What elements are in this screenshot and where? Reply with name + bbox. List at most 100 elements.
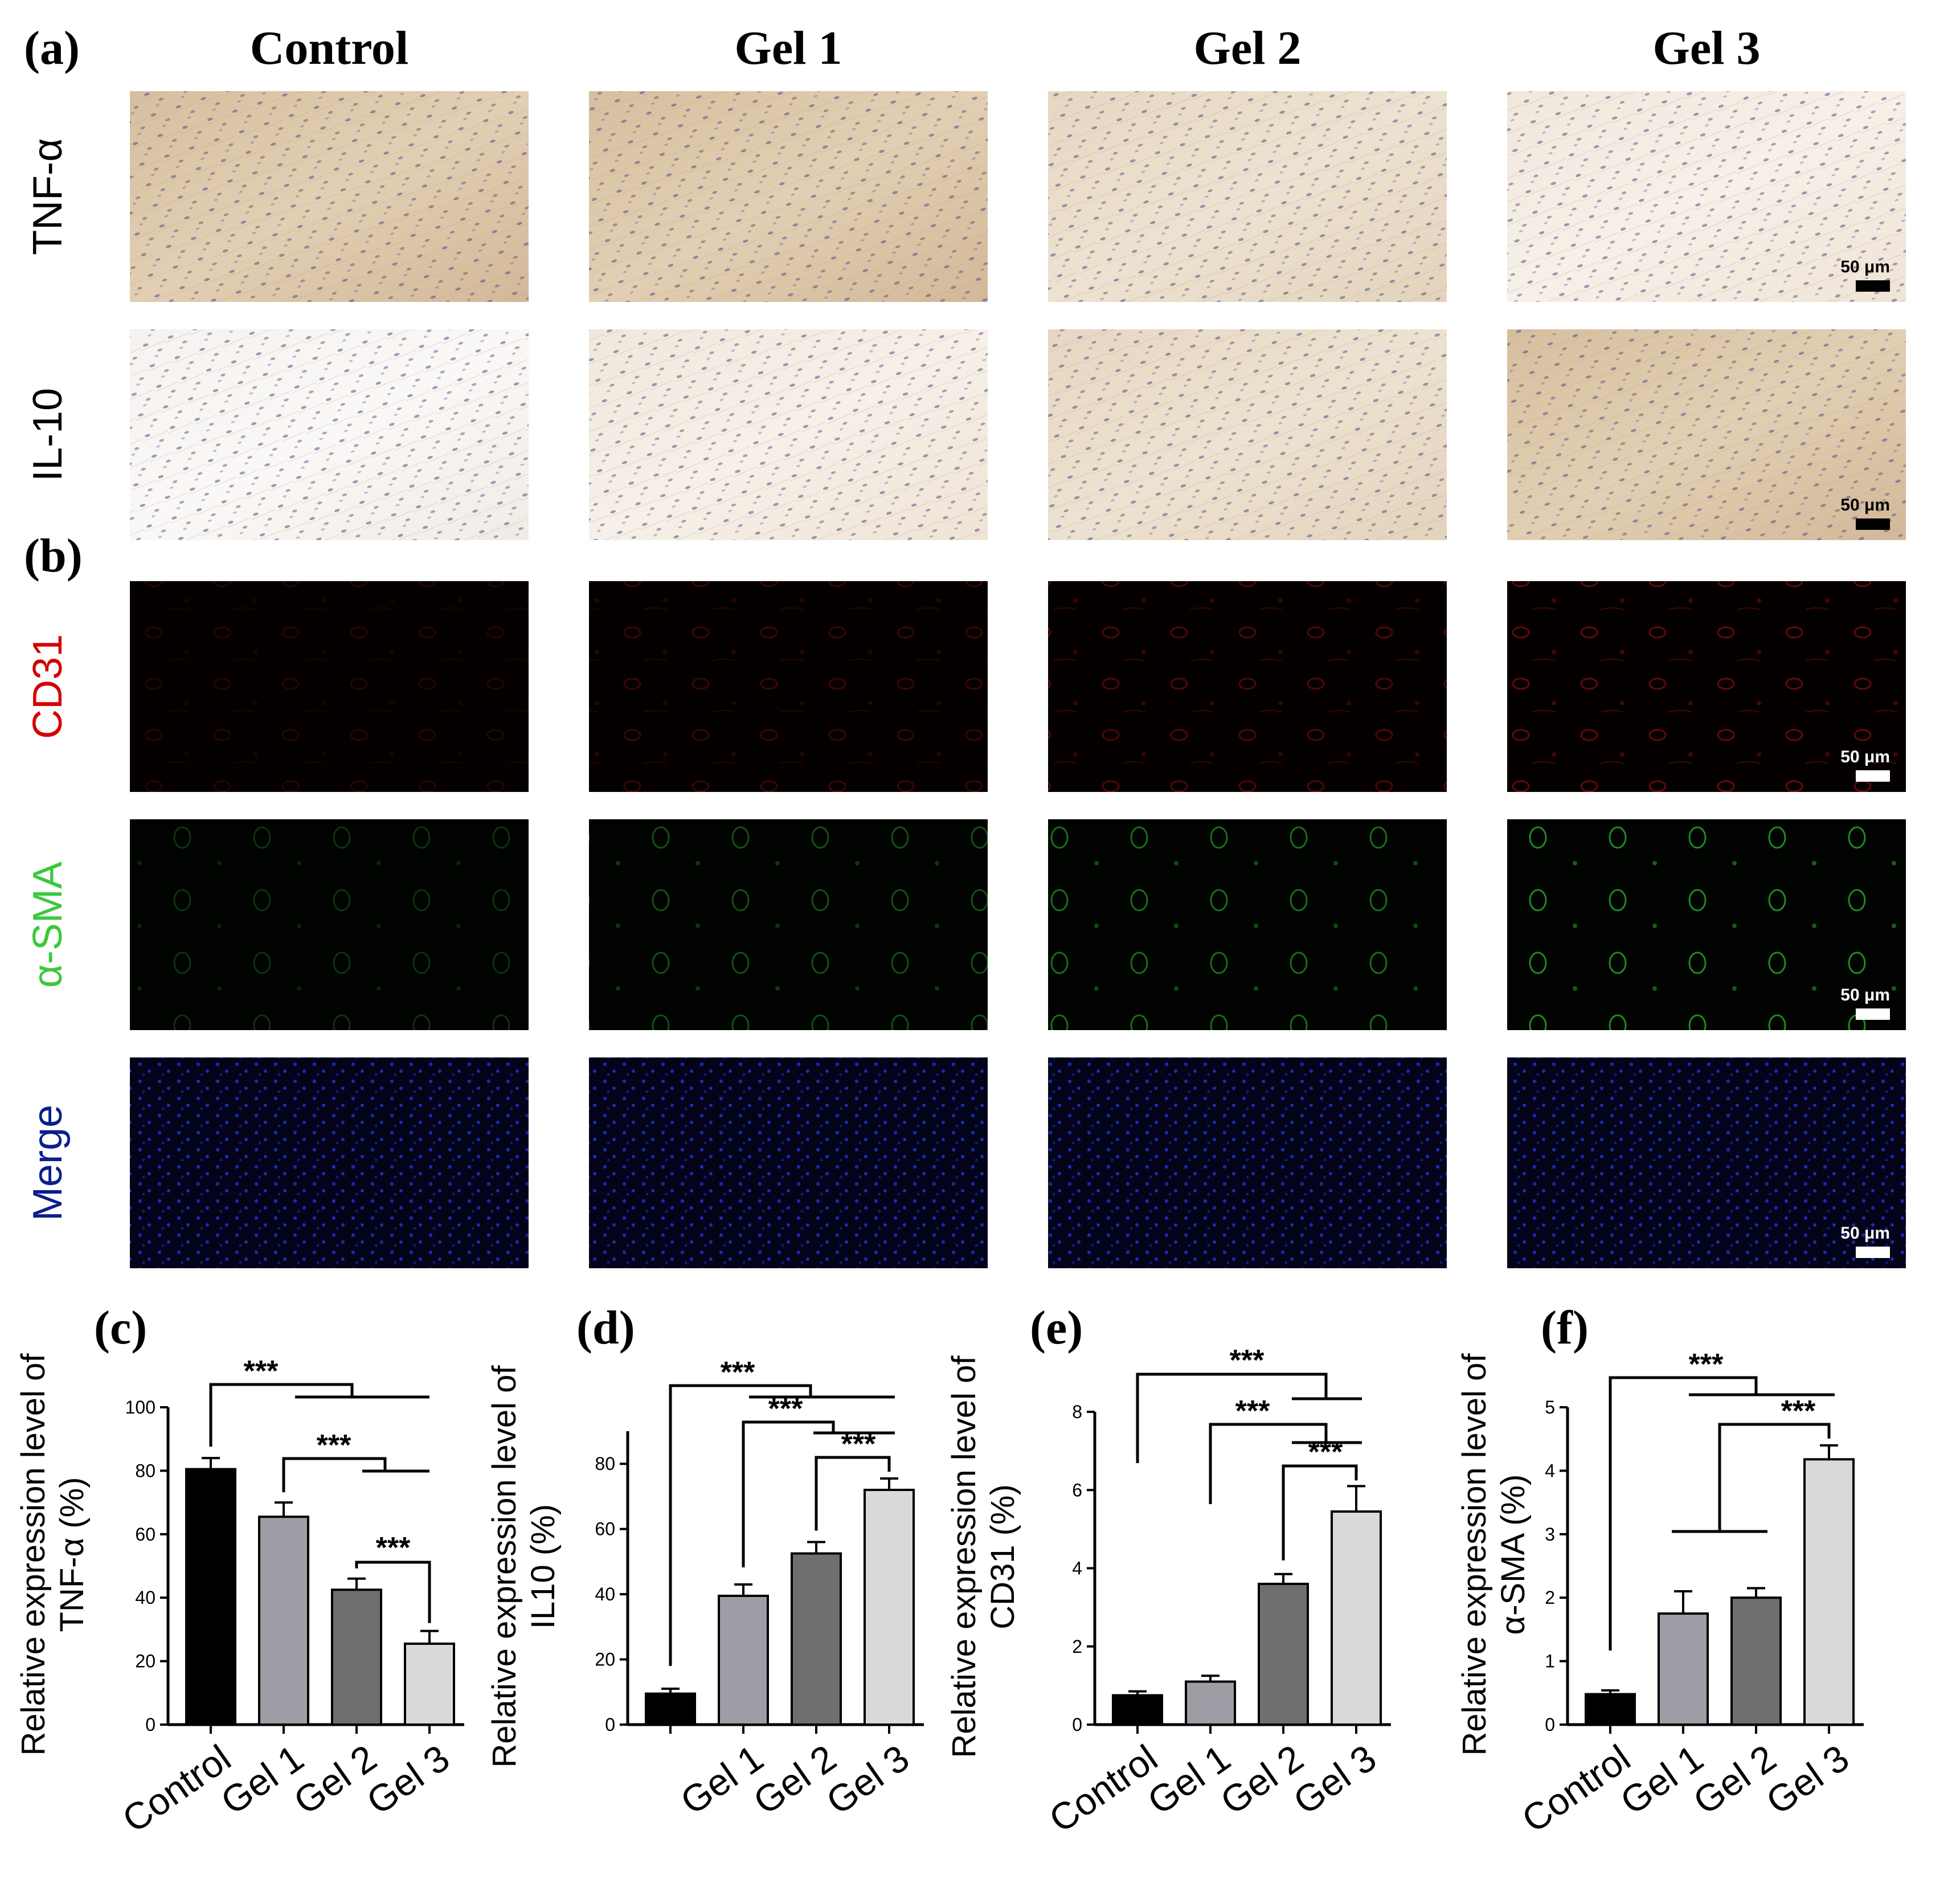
y-tick-label: 20	[595, 1649, 615, 1670]
panel-label-c: (c)	[94, 1301, 147, 1354]
bar	[645, 1692, 696, 1726]
significance-bracket	[282, 1457, 387, 1493]
x-tick-label: Gel 2	[1213, 1737, 1311, 1823]
micrograph-tile	[589, 91, 988, 302]
y-tick-label: 4	[1072, 1558, 1082, 1579]
x-tick-label: Gel 3	[819, 1737, 916, 1823]
scale-bar-label: 50 μm	[1840, 258, 1890, 276]
y-tick-label: 5	[1545, 1397, 1555, 1418]
bar	[258, 1516, 309, 1726]
bar	[331, 1588, 382, 1726]
column-title-1: Control	[250, 22, 408, 75]
y-tick-label: 1	[1545, 1651, 1555, 1672]
y-tick-label: 0	[1545, 1714, 1555, 1735]
micrograph-tile: 50 μm	[1507, 1057, 1906, 1268]
bar	[1803, 1458, 1855, 1726]
row-label-3: CD31	[25, 634, 71, 739]
y-axis-label: Relative expression level ofTNF-α (%)	[15, 1353, 91, 1756]
bar	[1185, 1680, 1236, 1726]
row-label-5: Merge	[25, 1105, 71, 1221]
panel-label-a: (a)	[24, 22, 80, 75]
significance-bracket	[1282, 1464, 1358, 1561]
row-label-2: IL-10	[25, 388, 71, 481]
micrograph-tile	[130, 1057, 529, 1268]
significance-bracket	[669, 1384, 812, 1667]
scale-bar-label: 50 μm	[1840, 496, 1890, 514]
scale-bar	[1856, 1247, 1890, 1258]
y-tick-label: 8	[1072, 1402, 1082, 1422]
micrograph-tile	[130, 91, 529, 302]
bar	[791, 1552, 842, 1726]
significance-bracket	[1209, 1423, 1328, 1504]
bar	[1730, 1596, 1782, 1726]
y-tick-label: 4	[1545, 1460, 1555, 1481]
micrograph-tile: 50 μm	[1507, 91, 1906, 302]
panel-label-e: (e)	[1030, 1301, 1083, 1354]
bar	[1258, 1582, 1309, 1726]
chart-f: (f)Relative expression level ofα-SMA (%)…	[1456, 1301, 1864, 1841]
bar	[864, 1489, 915, 1726]
significance-bracket	[1609, 1376, 1758, 1651]
bar	[718, 1594, 769, 1726]
y-axis-label: Relative expression level ofα-SMA (%)	[1456, 1353, 1532, 1756]
scale-bar-label: 50 μm	[1840, 748, 1890, 766]
bar-charts: (c)Relative expression level ofTNF-α (%)…	[15, 1301, 1864, 1841]
y-tick-label: 80	[135, 1460, 156, 1481]
scale-bar	[1856, 280, 1890, 292]
significance-bracket	[209, 1383, 354, 1447]
bar	[185, 1468, 236, 1726]
scale-bar	[1856, 770, 1890, 782]
micrograph-tile	[589, 819, 988, 1030]
x-tick-label: Gel 3	[359, 1737, 457, 1823]
bar	[1658, 1612, 1709, 1726]
micrograph-tile	[130, 581, 529, 792]
significance-stars: ***	[768, 1392, 803, 1426]
x-tick-label: Gel 1	[1613, 1737, 1711, 1823]
x-tick-label: Gel 1	[213, 1737, 311, 1823]
y-tick-label: 6	[1072, 1480, 1082, 1500]
scale-bar-label: 50 μm	[1840, 1224, 1890, 1243]
significance-stars: ***	[244, 1355, 279, 1388]
significance-bracket	[1718, 1423, 1831, 1531]
significance-stars: ***	[1781, 1395, 1816, 1428]
row-label-4: α-SMA	[25, 861, 71, 988]
micrograph-tile: 50 μm	[1507, 329, 1906, 540]
micrograph-tile: 50 μm	[1507, 581, 1906, 792]
x-tick-label: Gel 3	[1758, 1737, 1856, 1823]
y-tick-label: 100	[125, 1397, 156, 1418]
scale-bar-label: 50 μm	[1840, 986, 1890, 1004]
micrograph-tile	[130, 329, 529, 540]
significance-bracket	[355, 1561, 431, 1623]
bar	[1112, 1694, 1163, 1726]
y-tick-label: 20	[135, 1651, 156, 1672]
y-tick-label: 40	[595, 1584, 615, 1604]
micrograph-tile	[1048, 581, 1447, 792]
micrograph-tile: 50 μm	[1507, 819, 1906, 1030]
y-tick-label: 2	[1545, 1587, 1555, 1608]
column-titles: Control Gel 1 Gel 2 Gel 3	[250, 22, 1761, 75]
micrograph-tile	[1048, 1057, 1447, 1268]
significance-stars: ***	[841, 1428, 876, 1461]
chart-d: (d) Relative expression level ofIL10 (%) 0…	[486, 1301, 924, 1823]
micrograph-grid: 50 μm 50 μm 50 μm 50 μm 50 μm	[130, 91, 1906, 1268]
y-tick-label: 60	[135, 1524, 156, 1545]
x-tick-label: Gel 2	[746, 1737, 844, 1823]
micrograph-tile	[589, 329, 988, 540]
scale-bar	[1856, 518, 1890, 530]
scale-bar	[1856, 1008, 1890, 1020]
micrograph-tile	[130, 819, 529, 1030]
y-tick-label: 0	[605, 1714, 615, 1735]
micrograph-tile	[589, 581, 988, 792]
significance-bracket	[1136, 1373, 1328, 1463]
micrograph-tile	[1048, 329, 1447, 540]
x-tick-label: Gel 2	[1685, 1737, 1783, 1823]
y-tick-label: 40	[135, 1587, 156, 1608]
chart-e: (e)Relative expression level ofCD31 (%) 0…	[946, 1301, 1391, 1841]
panel-label-f: (f)	[1541, 1301, 1589, 1354]
y-tick-label: 2	[1072, 1636, 1082, 1657]
y-axis-label: Relative expression level ofIL10 (%)	[486, 1365, 562, 1768]
significance-bracket	[815, 1456, 891, 1531]
bar	[1331, 1510, 1382, 1726]
significance-stars: ***	[1689, 1348, 1724, 1381]
